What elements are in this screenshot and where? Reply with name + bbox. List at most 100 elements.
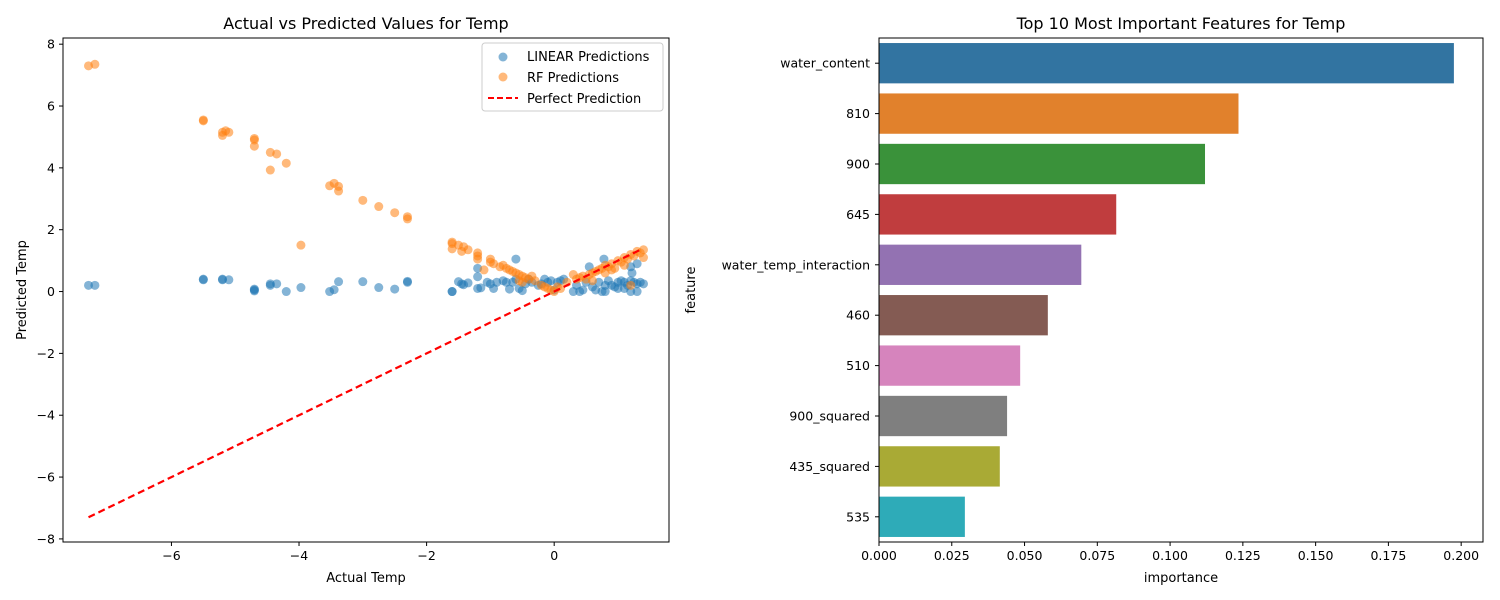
- rf-prediction-point: [224, 127, 234, 137]
- scatter-plot-area: [84, 59, 648, 519]
- scatter-x-axis-label: Actual Temp: [326, 571, 406, 586]
- feature-bar: [879, 244, 1082, 285]
- rf-prediction-point: [638, 245, 648, 255]
- feature-label: 900_squared: [789, 409, 870, 424]
- x-tick-label: −6: [162, 548, 180, 563]
- bar-x-axis-label: importance: [1144, 571, 1218, 586]
- rf-prediction-point: [638, 253, 648, 263]
- legend-linear-label: LINEAR Predictions: [527, 50, 650, 65]
- linear-prediction-point: [249, 285, 259, 295]
- feature-importance-chart: Top 10 Most Important Features for Temp …: [684, 14, 1484, 586]
- scatter-chart-title: Actual vs Predicted Values for Temp: [223, 14, 508, 33]
- feature-label: 460: [846, 308, 870, 323]
- rf-prediction-point: [619, 260, 629, 270]
- importance-tick-label: 0.125: [1225, 548, 1261, 563]
- rf-prediction-point: [479, 265, 489, 275]
- y-tick-label: 4: [47, 160, 55, 175]
- feature-bar: [879, 194, 1117, 235]
- importance-tick-label: 0.050: [1007, 548, 1043, 563]
- y-tick-label: 8: [47, 37, 55, 52]
- rf-prediction-point: [402, 212, 412, 222]
- linear-prediction-point: [626, 287, 636, 297]
- linear-prediction-point: [517, 286, 527, 296]
- y-tick-label: 2: [47, 222, 55, 237]
- importance-tick-label: 0.150: [1298, 548, 1334, 563]
- rf-prediction-point: [272, 149, 282, 159]
- feature-label: 535: [846, 509, 870, 524]
- legend-linear-marker: [498, 52, 508, 62]
- linear-prediction-point: [90, 280, 100, 290]
- rf-prediction-point: [473, 254, 483, 264]
- rf-prediction-point: [607, 265, 617, 275]
- linear-prediction-point: [476, 283, 486, 293]
- legend-rf-marker: [498, 72, 508, 82]
- rf-prediction-point: [374, 202, 384, 212]
- bar-axes-frame: [878, 37, 1484, 543]
- bar-chart-title: Top 10 Most Important Features for Temp: [1016, 14, 1346, 33]
- rf-prediction-point: [281, 158, 291, 168]
- linear-prediction-point: [281, 287, 291, 297]
- linear-prediction-point: [402, 276, 412, 286]
- linear-prediction-point: [632, 259, 642, 269]
- y-tick-label: 6: [47, 99, 55, 114]
- rf-prediction-point: [463, 245, 473, 255]
- rf-prediction-point: [249, 133, 259, 143]
- scatter-y-axis-label: Predicted Temp: [15, 240, 30, 340]
- bar-plot-area: [879, 43, 1454, 537]
- linear-prediction-point: [198, 274, 208, 284]
- legend-perfect-label: Perfect Prediction: [527, 92, 641, 107]
- rf-prediction-point: [514, 276, 524, 286]
- linear-prediction-point: [358, 277, 368, 287]
- feature-label: water_content: [780, 56, 870, 71]
- feature-bar: [879, 295, 1048, 336]
- feature-label: 810: [846, 106, 870, 121]
- y-tick-label: −8: [37, 531, 55, 546]
- linear-prediction-point: [224, 275, 234, 285]
- feature-label: 435_squared: [789, 459, 870, 474]
- importance-tick-label: 0.000: [861, 548, 897, 563]
- linear-prediction-point: [329, 285, 339, 295]
- importance-tick-label: 0.025: [934, 548, 970, 563]
- scatter-y-axis: −8 −6 −4 −2 0 2 4 6 8: [37, 37, 63, 546]
- feature-label: 900: [846, 157, 870, 172]
- bar-y-axis: water_content 810 900 645 water_temp_interac…: [722, 56, 879, 524]
- rf-prediction-point: [198, 115, 208, 125]
- feature-bar: [879, 143, 1206, 185]
- rf-prediction-point: [265, 165, 275, 175]
- rf-prediction-point: [390, 208, 400, 218]
- legend-box: [481, 42, 664, 112]
- feature-label: 510: [846, 358, 870, 373]
- linear-prediction-point: [265, 279, 275, 289]
- y-tick-label: −4: [37, 408, 55, 423]
- linear-prediction-point: [473, 272, 483, 282]
- bar-y-axis-label: feature: [684, 267, 699, 314]
- linear-prediction-point: [272, 279, 282, 289]
- y-tick-label: −2: [37, 346, 55, 361]
- perfect-prediction-line: [88, 248, 641, 519]
- scatter-axes-frame: [62, 37, 670, 543]
- rf-prediction-point: [249, 141, 259, 151]
- feature-label: 645: [846, 207, 870, 222]
- feature-bar: [879, 93, 1239, 134]
- x-tick-label: −4: [290, 548, 308, 563]
- linear-prediction-point: [390, 284, 400, 294]
- linear-prediction-point: [578, 285, 588, 295]
- rf-prediction-point: [587, 276, 597, 286]
- x-tick-label: −2: [417, 548, 435, 563]
- linear-prediction-point: [511, 254, 521, 264]
- feature-bar: [879, 395, 1008, 437]
- rf-prediction-point: [626, 280, 636, 290]
- feature-bar: [879, 496, 965, 537]
- scatter-x-axis: −6 −4 −2 0: [162, 542, 558, 563]
- linear-prediction-point: [447, 287, 457, 297]
- linear-prediction-point: [600, 287, 610, 297]
- scatter-chart: Actual vs Predicted Values for Temp −6 −4…: [15, 14, 670, 586]
- rf-prediction-point: [296, 240, 306, 250]
- linear-prediction-point: [632, 287, 642, 297]
- linear-prediction-point: [613, 283, 623, 293]
- linear-prediction-point: [334, 277, 344, 287]
- scatter-legend: LINEAR Predictions RF Predictions Perfec…: [481, 42, 664, 112]
- y-tick-label: −6: [37, 470, 55, 485]
- y-tick-label: 0: [47, 284, 55, 299]
